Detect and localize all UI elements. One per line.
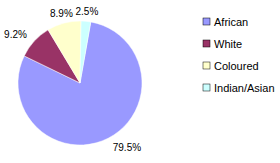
legend-swatch <box>203 62 210 69</box>
legend-label: White <box>214 38 242 50</box>
data-label: 2.5% <box>76 6 99 17</box>
legend-label: Coloured <box>214 60 259 72</box>
data-label: 9.2% <box>4 29 27 40</box>
legend-item: White <box>203 38 242 50</box>
slice <box>80 21 91 83</box>
legend-swatch <box>203 18 210 25</box>
data-label: 8.9% <box>50 8 73 19</box>
legend-swatch <box>203 84 210 91</box>
legend-swatch <box>203 40 210 47</box>
legend-label: Indian/Asian <box>214 82 275 94</box>
slice <box>18 22 142 145</box>
slice <box>48 21 81 83</box>
data-label: 79.5% <box>113 142 141 153</box>
legend-item: Coloured <box>203 60 259 72</box>
legend-item: African <box>203 16 248 28</box>
legend-item: Indian/Asian <box>203 82 275 94</box>
chart: 79.5% 9.2% 8.9%2.5% African White Coloured Ind… <box>0 0 280 163</box>
legend-label: African <box>214 16 248 28</box>
legend: African White Coloured Indian/Asian <box>203 16 275 94</box>
pie: 79.5% 9.2% 8.9%2.5% <box>4 6 142 153</box>
